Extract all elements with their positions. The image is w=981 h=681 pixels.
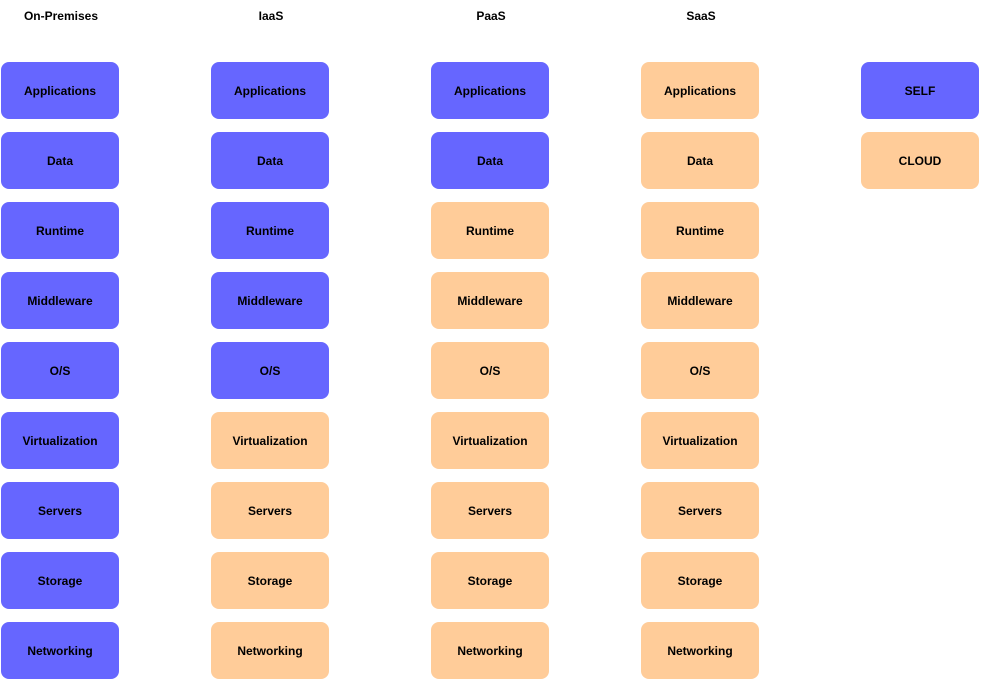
on-premises-layer-storage: Storage: [1, 552, 119, 609]
on-premises-layer-virtualization: Virtualization: [1, 412, 119, 469]
iaas-layer-os: O/S: [211, 342, 329, 399]
saas-layer-storage: Storage: [641, 552, 759, 609]
paas-layer-runtime: Runtime: [431, 202, 549, 259]
saas-layer-networking: Networking: [641, 622, 759, 679]
iaas-layer-networking: Networking: [211, 622, 329, 679]
saas-layer-data: Data: [641, 132, 759, 189]
saas-layer-servers: Servers: [641, 482, 759, 539]
iaas-layer-applications: Applications: [211, 62, 329, 119]
column-title-saas: SaaS: [686, 9, 716, 23]
column-title-iaas: IaaS: [258, 9, 284, 23]
saas-layer-os: O/S: [641, 342, 759, 399]
saas-layer-middleware: Middleware: [641, 272, 759, 329]
on-premises-layer-middleware: Middleware: [1, 272, 119, 329]
paas-layer-os: O/S: [431, 342, 549, 399]
iaas-layer-middleware: Middleware: [211, 272, 329, 329]
saas-layer-virtualization: Virtualization: [641, 412, 759, 469]
iaas-layer-servers: Servers: [211, 482, 329, 539]
saas-layer-runtime: Runtime: [641, 202, 759, 259]
on-premises-layer-networking: Networking: [1, 622, 119, 679]
column-title-on-premises: On-Premises: [23, 9, 99, 23]
on-premises-layer-runtime: Runtime: [1, 202, 119, 259]
paas-layer-servers: Servers: [431, 482, 549, 539]
paas-layer-data: Data: [431, 132, 549, 189]
column-title-paas: PaaS: [476, 9, 506, 23]
legend-self: SELF: [861, 62, 979, 119]
legend-cloud: CLOUD: [861, 132, 979, 189]
paas-layer-applications: Applications: [431, 62, 549, 119]
on-premises-layer-servers: Servers: [1, 482, 119, 539]
iaas-layer-data: Data: [211, 132, 329, 189]
on-premises-layer-data: Data: [1, 132, 119, 189]
paas-layer-networking: Networking: [431, 622, 549, 679]
paas-layer-middleware: Middleware: [431, 272, 549, 329]
iaas-layer-runtime: Runtime: [211, 202, 329, 259]
on-premises-layer-os: O/S: [1, 342, 119, 399]
on-premises-layer-applications: Applications: [1, 62, 119, 119]
paas-layer-storage: Storage: [431, 552, 549, 609]
saas-layer-applications: Applications: [641, 62, 759, 119]
paas-layer-virtualization: Virtualization: [431, 412, 549, 469]
iaas-layer-virtualization: Virtualization: [211, 412, 329, 469]
iaas-layer-storage: Storage: [211, 552, 329, 609]
